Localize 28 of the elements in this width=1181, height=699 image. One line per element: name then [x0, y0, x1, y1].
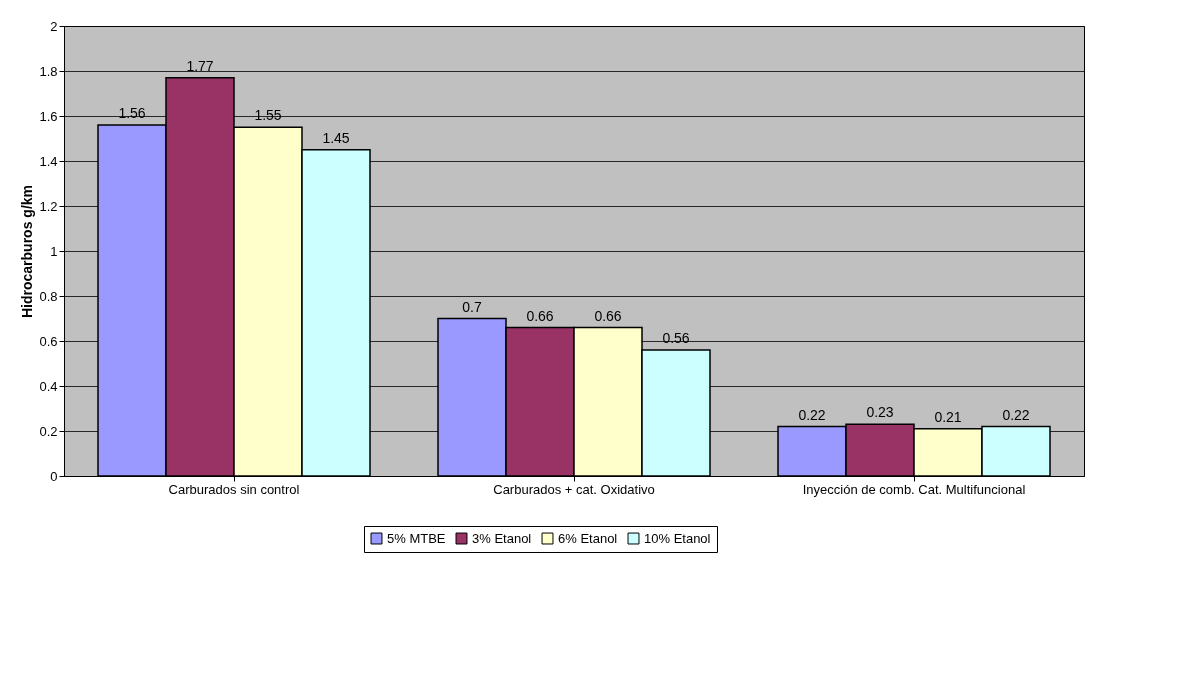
y-tick-label: 1.2	[39, 198, 58, 214]
y-tick-label: 0.8	[39, 288, 58, 304]
data-label: 0.23	[866, 404, 894, 421]
data-label: 1.45	[322, 129, 350, 146]
legend-label: 10% Etanol	[644, 530, 711, 546]
x-tick-label: Carburados sin control	[168, 481, 300, 497]
legend-label: 5% MTBE	[387, 530, 446, 546]
data-label: 0.22	[1002, 406, 1030, 423]
x-tick-label: Carburados + cat. Oxidativo	[493, 481, 655, 497]
y-tick-label: 0.2	[39, 423, 58, 439]
y-tick-label: 1.8	[39, 63, 58, 79]
data-label: 0.66	[526, 307, 554, 324]
legend-label: 6% Etanol	[558, 530, 618, 546]
legend-label: 3% Etanol	[472, 530, 532, 546]
y-tick-label: 0.4	[39, 378, 58, 394]
y-tick-label: 1	[50, 243, 58, 259]
data-label: 0.66	[594, 307, 622, 324]
data-label: 0.21	[934, 408, 962, 425]
data-label: 1.77	[186, 57, 214, 74]
y-tick-label: 0	[50, 468, 58, 484]
y-tick-label: 1.4	[39, 153, 58, 169]
y-tick-label: 1.6	[39, 108, 58, 124]
data-label: 0.22	[798, 406, 826, 423]
x-tick-label: Inyección de comb. Cat. Multifuncional	[802, 481, 1026, 497]
y-axis-title: Hidrocarburos g/km	[19, 184, 36, 319]
data-label: 0.7	[462, 298, 482, 315]
y-tick-label: 0.6	[39, 333, 58, 349]
y-tick-label: 2	[50, 18, 58, 34]
